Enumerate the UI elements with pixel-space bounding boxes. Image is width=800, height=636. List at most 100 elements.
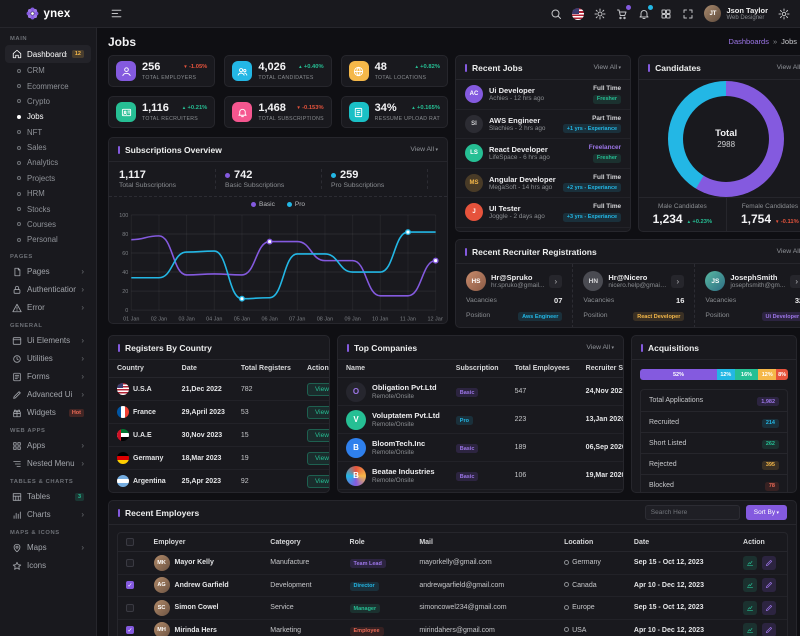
sidebar-subitem[interactable]: Ecommerce [0, 78, 96, 93]
select-all-checkbox[interactable] [126, 538, 134, 546]
view-all-button[interactable]: View All [593, 64, 621, 71]
view-button[interactable]: View [306, 451, 329, 465]
row-checkbox[interactable] [126, 558, 134, 567]
document-icon [348, 102, 369, 122]
sidebar-subitem[interactable]: Projects [0, 171, 96, 186]
view-all-button[interactable]: View All [410, 146, 438, 153]
sidebar-item[interactable]: Advanced Ui › [5, 386, 91, 404]
svg-text:20: 20 [122, 289, 128, 295]
view-all-button[interactable]: View All [777, 64, 800, 71]
stats-action-button[interactable] [743, 555, 758, 570]
sidebar-subitem[interactable]: CRM [0, 63, 96, 78]
view-button[interactable]: View [306, 405, 329, 419]
brand[interactable]: ynex [0, 7, 97, 20]
theme-sun-icon[interactable] [594, 8, 606, 20]
row-checkbox[interactable] [126, 626, 134, 635]
job-list-item[interactable]: J UI Tester Joggle - 2 days ago Full Tim… [456, 198, 631, 228]
breadcrumb-dashboards[interactable]: Dashboards [728, 37, 769, 46]
sidebar-item[interactable]: Icons › [5, 557, 91, 575]
country-name: U.S.A [133, 385, 152, 393]
summary-stat: 1,117 Total Subscriptions [119, 169, 216, 189]
sidebar-subitem[interactable]: Stocks [0, 201, 96, 216]
row-checkbox[interactable] [126, 581, 134, 590]
stats-action-button[interactable] [743, 578, 758, 593]
sidebar-item[interactable]: Forms › [5, 368, 91, 386]
sidebar-subitem[interactable]: Crypto [0, 94, 96, 109]
legend-item[interactable]: Pro [286, 201, 305, 208]
svg-text:80: 80 [122, 232, 128, 238]
sidebar-item[interactable]: Error › [5, 299, 91, 317]
view-all-button[interactable]: View All [586, 344, 614, 351]
sidebar-item[interactable]: Authentication › [5, 281, 91, 299]
bullet-icon [17, 191, 21, 196]
sidebar-subitem[interactable]: Courses [0, 217, 96, 232]
sidebar-subitem-label: CRM [27, 66, 45, 76]
job-list-item[interactable]: AC Ui Developer Achies - 12 hrs ago Full… [456, 80, 631, 110]
search-icon[interactable] [550, 8, 562, 20]
edit-action-button[interactable] [762, 600, 776, 615]
edit-action-button[interactable] [762, 555, 776, 570]
view-button[interactable]: View [306, 382, 329, 396]
company-name: Beatae Industries [372, 467, 435, 477]
sidebar-subitem[interactable]: HRM [0, 186, 96, 201]
apps-grid-icon[interactable] [660, 8, 672, 20]
sidebar-item[interactable]: Nested Menu › [5, 455, 91, 473]
fullscreen-icon[interactable] [682, 8, 694, 20]
sort-by-button[interactable]: Sort By [745, 505, 787, 520]
employer-mail: mayorkelly@gmail.com [411, 551, 557, 575]
stats-action-button[interactable] [743, 600, 758, 615]
legend-dot [250, 202, 256, 207]
sidebar-toggle-icon[interactable] [110, 7, 123, 20]
job-type: Part Time [592, 114, 622, 122]
svg-text:09 Jan: 09 Jan [344, 317, 360, 323]
location-dot-icon [564, 627, 570, 633]
recruiter-since: 06,Sep 2020 [577, 433, 623, 462]
job-experience-badge: Fresher [592, 94, 622, 104]
sidebar-subitem[interactable]: NFT [0, 125, 96, 140]
recruiter-avatar: HN [583, 271, 604, 291]
recruiter-open-button[interactable]: › [671, 274, 685, 288]
edit-action-button[interactable] [762, 623, 776, 636]
sidebar-item[interactable]: Pages › [5, 263, 91, 281]
bullet-icon [17, 222, 21, 227]
recruiter-open-button[interactable]: › [549, 274, 563, 288]
sidebar-subitem[interactable]: Analytics [0, 155, 96, 170]
job-list-item[interactable]: MS Angular Developer MegaSoft - 14 hrs a… [456, 169, 631, 198]
candidates-donut-chart: Total 2988 [668, 80, 785, 197]
bell-icon[interactable] [638, 4, 654, 20]
flag-us-icon[interactable] [572, 7, 585, 20]
card-title: Recent Recruiter Registrations [465, 247, 597, 257]
sidebar-item[interactable]: Charts › [5, 506, 91, 524]
chevron-right-icon: › [81, 303, 84, 312]
settings-gear-icon[interactable] [778, 8, 790, 20]
job-list-item[interactable]: NI Php - Laravel Develope Part Time Time [456, 228, 630, 232]
view-all-button[interactable]: View All [777, 248, 800, 255]
legend-item[interactable]: Basic [250, 201, 275, 208]
sidebar-item[interactable]: Apps › [5, 437, 91, 455]
job-title: Ui Developer [489, 86, 535, 96]
user-menu[interactable]: JT Json Taylor Web Designer [704, 5, 768, 22]
row-checkbox[interactable] [126, 603, 134, 612]
cart-icon[interactable] [616, 4, 632, 20]
sidebar-item[interactable]: Maps › [5, 539, 91, 557]
sidebar-subitem[interactable]: Personal [0, 232, 96, 247]
sidebar-item[interactable]: Utilities › [5, 350, 91, 368]
sidebar-item[interactable]: Ui Elements › [5, 332, 91, 350]
recruiter-open-button[interactable]: › [790, 274, 800, 288]
sidebar-item[interactable]: Tables 3 › [5, 488, 91, 506]
acquisitions-list: Total Applications 1,982 Recruited 214 S… [640, 389, 788, 492]
company-logo-icon: B [346, 437, 366, 458]
view-button[interactable]: View [306, 474, 329, 488]
acquisition-row: Blocked 78 [641, 474, 787, 492]
role-badge: Team Lead [349, 559, 386, 569]
job-list-item[interactable]: LS React Developer LifeSpace - 6 hrs ago… [456, 139, 631, 169]
search-input[interactable] [644, 505, 740, 520]
sidebar-subitem[interactable]: Jobs [0, 109, 96, 124]
sidebar-item[interactable]: Widgets Hot › [5, 404, 91, 422]
edit-action-button[interactable] [762, 578, 776, 593]
job-list-item[interactable]: SI AWS Engineer Slachies - 2 hrs ago Par… [456, 110, 631, 139]
stats-action-button[interactable] [743, 623, 758, 636]
sidebar-subitem[interactable]: Sales [0, 140, 96, 155]
view-button[interactable]: View [306, 428, 329, 442]
sidebar-item[interactable]: Dashboards 12 › [5, 45, 91, 63]
